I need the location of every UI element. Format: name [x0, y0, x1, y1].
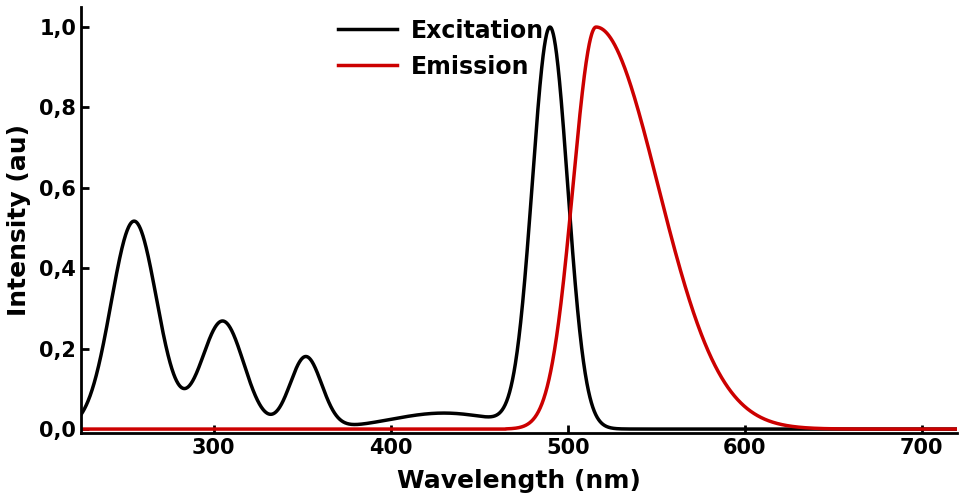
Emission — [449, 426, 461, 432]
Line: Excitation: Excitation — [81, 27, 957, 429]
Excitation — [544, 24, 555, 30]
Emission — [75, 426, 87, 432]
X-axis label: Wavelength (nm): Wavelength (nm) — [397, 469, 641, 493]
Emission — [590, 24, 602, 30]
Excitation — [228, 330, 239, 336]
Line: Emission: Emission — [81, 27, 957, 429]
Excitation — [412, 412, 423, 418]
Excitation — [951, 426, 963, 432]
Legend: Excitation, Emission: Excitation, Emission — [338, 18, 545, 78]
Emission — [840, 426, 851, 432]
Emission — [412, 426, 423, 432]
Emission — [175, 426, 187, 432]
Excitation — [840, 426, 851, 432]
Excitation — [449, 410, 461, 416]
Excitation — [934, 426, 946, 432]
Excitation — [175, 384, 187, 390]
Excitation — [75, 412, 87, 418]
Emission — [934, 426, 946, 432]
Y-axis label: Intensity (au): Intensity (au) — [7, 124, 31, 316]
Emission — [951, 426, 963, 432]
Emission — [228, 426, 239, 432]
